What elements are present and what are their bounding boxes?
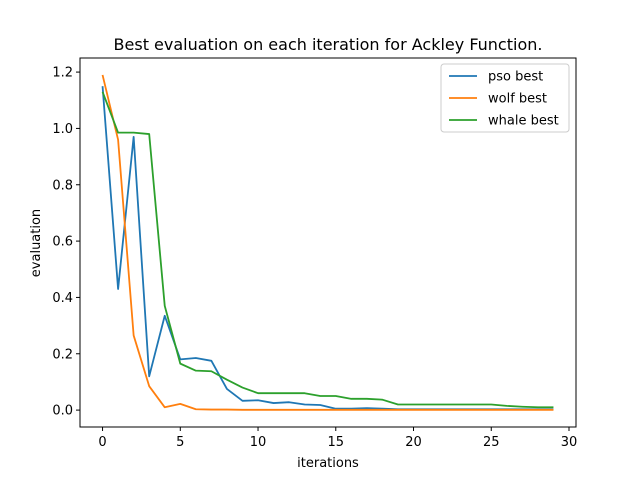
chart-title: Best evaluation on each iteration for Ac… <box>114 35 543 54</box>
legend-box <box>440 63 570 133</box>
plot-area <box>101 74 554 411</box>
x-tick-label: 10 <box>250 435 267 450</box>
legend: pso best wolf best whale best <box>440 63 570 133</box>
y-tick-label: 1.0 <box>52 122 73 137</box>
x-tick-label: 20 <box>405 435 422 450</box>
y-tick-label: 0.0 <box>52 404 73 419</box>
legend-label: pso best <box>488 70 543 85</box>
x-tick-label: 15 <box>328 435 345 450</box>
y-tick-label: 1.2 <box>52 66 73 81</box>
x-tick-label: 25 <box>483 435 500 450</box>
legend-label: whale best <box>488 114 559 129</box>
x-tick-label: 0 <box>98 435 106 450</box>
series-line-whale-best <box>101 91 554 409</box>
series-line-pso-best <box>101 86 554 411</box>
axes-frame <box>79 57 577 428</box>
y-axis: 0.0 0.2 0.4 0.6 0.8 1.0 1.2 <box>52 66 80 419</box>
x-tick-label: 30 <box>561 435 578 450</box>
x-axis-label: iterations <box>297 456 359 471</box>
series-line-wolf-best <box>101 74 554 411</box>
x-tick-label: 5 <box>176 435 184 450</box>
y-tick-label: 0.4 <box>52 291 73 306</box>
x-axis: 0 5 10 15 20 25 30 <box>98 427 577 450</box>
y-tick-label: 0.8 <box>52 178 73 193</box>
y-tick-label: 0.6 <box>52 235 73 250</box>
legend-label: wolf best <box>488 92 547 107</box>
y-axis-label: evaluation <box>29 209 44 277</box>
y-tick-label: 0.2 <box>52 347 73 362</box>
